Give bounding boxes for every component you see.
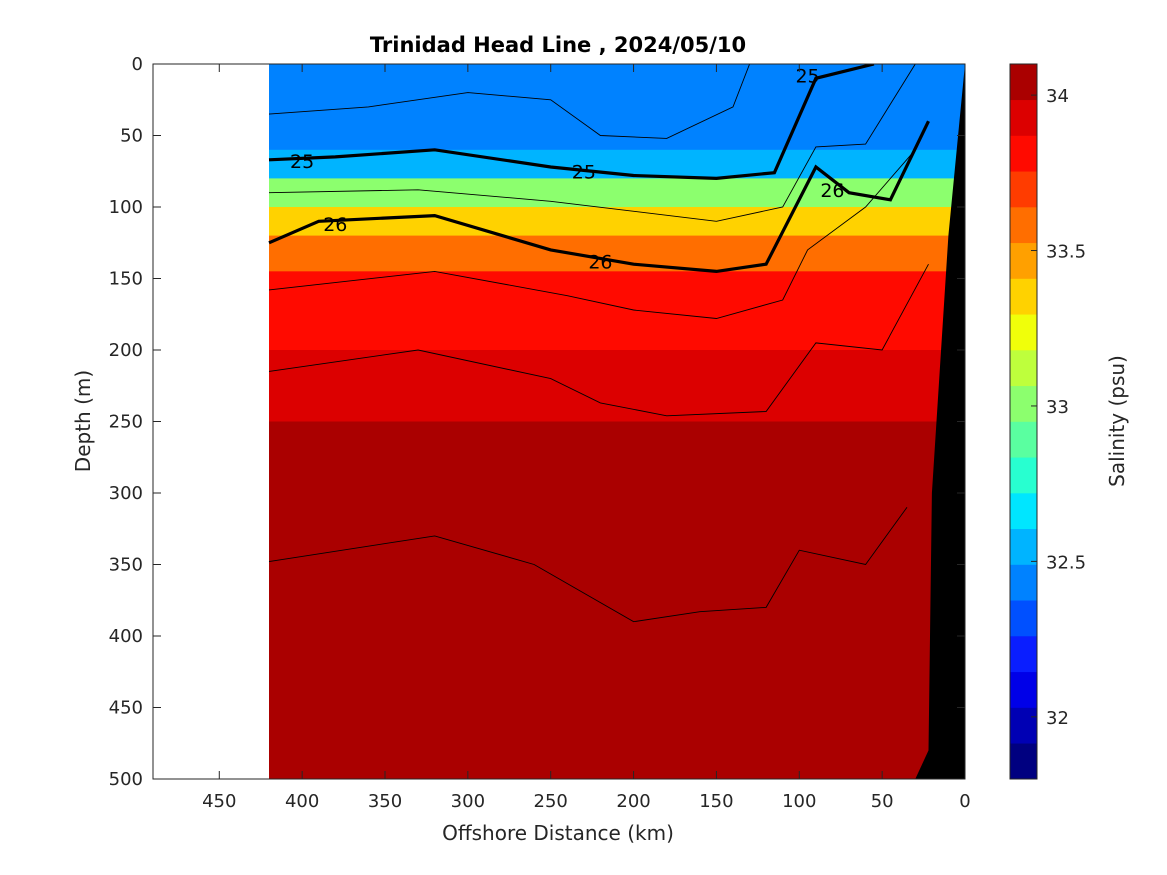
colorbar: 32 32.5 33 33.5 34 Salinity (psu): [1009, 63, 1129, 780]
salinity-band: [269, 636, 965, 779]
y-axis-ticks: 0 50 100 150 200 250 300 350 400 450 500: [109, 54, 965, 790]
x-tick-label: 350: [368, 791, 402, 812]
colorbar-swatch: [1010, 743, 1037, 780]
y-tick-label: 200: [109, 340, 143, 361]
colorbar-swatch: [1010, 636, 1037, 673]
colorbar-swatch: [1010, 671, 1037, 708]
thin-isopycnal: [268, 263, 929, 417]
isopycnal-label: 26: [588, 251, 612, 273]
colorbar-tick-label: 32.5: [1046, 552, 1086, 573]
colorbar-tick-label: 34: [1046, 86, 1069, 107]
salinity-fill: [269, 64, 965, 779]
x-tick-label: 300: [451, 791, 485, 812]
y-tick-label: 450: [109, 698, 143, 719]
colorbar-swatch: [1010, 171, 1037, 208]
colorbar-swatch: [1010, 707, 1037, 744]
thin-isopycnal: [268, 507, 908, 623]
y-tick-label: 350: [109, 555, 143, 576]
colorbar-swatch: [1010, 314, 1037, 351]
colorbar-swatch: [1010, 278, 1037, 315]
colorbar-tick-label: 32: [1046, 708, 1069, 729]
colorbar-swatch: [1010, 385, 1037, 422]
x-axis-ticks: 450 400 350 300 250 200 150 100 50 0: [202, 64, 971, 812]
x-tick-label: 250: [534, 791, 568, 812]
colorbar-swatch: [1010, 242, 1037, 279]
colorbar-swatch: [1010, 564, 1037, 601]
thin-isopycnal: [268, 64, 916, 222]
isopycnal-label: 26: [820, 180, 844, 202]
isopycnal-label: 26: [323, 214, 347, 236]
thin-isopycnal: [268, 64, 751, 139]
colorbar-label: Salinity (psu): [1105, 355, 1129, 487]
salinity-band: [269, 421, 965, 637]
x-tick-label: 150: [699, 791, 733, 812]
y-tick-label: 100: [109, 197, 143, 218]
x-axis-label: Offshore Distance (km): [442, 821, 674, 845]
thin-isopycnal: [268, 149, 916, 319]
isopycnal-contours: 25 25 25 26 26 26: [268, 64, 930, 623]
x-tick-label: 450: [202, 791, 236, 812]
colorbar-swatch: [1010, 457, 1037, 494]
seafloor: [915, 64, 965, 779]
chart-title: Trinidad Head Line , 2024/05/10: [370, 33, 746, 57]
seafloor-bathymetry: [915, 64, 965, 779]
isopycnal-label: 25: [290, 151, 314, 173]
y-axis-label: Depth (m): [71, 370, 95, 472]
isopycnal-label: 25: [795, 65, 819, 87]
colorbar-swatch: [1010, 528, 1037, 565]
colorbar-frame: [1009, 63, 1038, 780]
salinity-band: [269, 271, 965, 351]
colorbar-swatches: [1010, 64, 1037, 780]
x-tick-label: 50: [871, 791, 894, 812]
colorbar-swatch: [1010, 64, 1037, 101]
colorbar-swatch: [1010, 600, 1037, 637]
colorbar-swatch: [1010, 421, 1037, 458]
y-tick-label: 300: [109, 483, 143, 504]
salinity-band: [269, 64, 965, 151]
x-tick-label: 400: [285, 791, 319, 812]
colorbar-swatch: [1010, 135, 1037, 172]
colorbar-tick-label: 33.5: [1046, 242, 1086, 263]
salinity-band: [269, 350, 965, 422]
isopycnal-label: 25: [572, 161, 596, 183]
colorbar-swatch: [1010, 493, 1037, 530]
y-tick-label: 150: [109, 269, 143, 290]
y-tick-label: 250: [109, 412, 143, 433]
y-tick-label: 50: [120, 126, 143, 147]
colorbar-swatch: [1010, 207, 1037, 244]
y-tick-label: 500: [109, 769, 143, 790]
isopycnal-25: [268, 64, 875, 181]
isopycnal-26: [268, 120, 930, 274]
colorbar-swatch: [1010, 350, 1037, 387]
salinity-band: [269, 207, 965, 237]
colorbar-ticks: 32 32.5 33 33.5 34: [1031, 86, 1086, 729]
salinity-band: [269, 235, 965, 272]
y-tick-label: 0: [132, 54, 143, 75]
y-tick-label: 400: [109, 626, 143, 647]
x-tick-label: 0: [959, 791, 970, 812]
x-tick-label: 100: [782, 791, 816, 812]
x-tick-label: 200: [616, 791, 650, 812]
colorbar-tick-label: 33: [1046, 397, 1069, 418]
salinity-band: [269, 178, 965, 208]
colorbar-swatch: [1010, 99, 1037, 136]
